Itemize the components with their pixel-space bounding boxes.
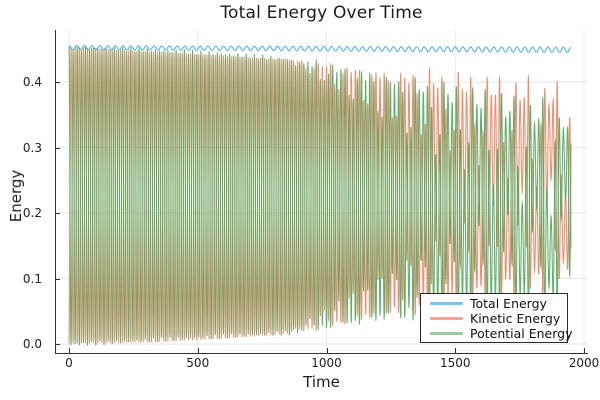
y-tick-label: 0.0 [22,337,42,351]
x-tick-label: 1000 [311,356,342,370]
y-tick-label: 0.1 [22,271,42,286]
x-tick-label: 0 [65,356,73,370]
chart-title: Total Energy Over Time [220,3,423,23]
legend-label-kinetic: Kinetic Energy [470,310,561,326]
y-tick-label: 0.3 [22,140,42,155]
x-axis-label: Time [303,373,340,391]
x-tick-label: 2000 [568,356,600,370]
legend-label-potential: Potential Energy [470,325,573,341]
legend-item-potential: Potential Energy [421,326,573,341]
legend: Total Energy Kinetic Energy Potential En… [420,293,573,343]
legend-line-kinetic [430,316,463,320]
legend-label-total: Total Energy [470,295,547,311]
x-tick-label: 500 [186,356,210,370]
legend-item-total: Total Energy [421,296,567,311]
legend-item-kinetic: Kinetic Energy [421,311,567,326]
legend-line-potential [430,331,463,335]
x-tick-label: 1500 [439,356,471,370]
y-tick-label: 0.2 [22,206,42,220]
legend-line-total [430,301,463,305]
y-tick-label: 0.4 [22,75,42,89]
